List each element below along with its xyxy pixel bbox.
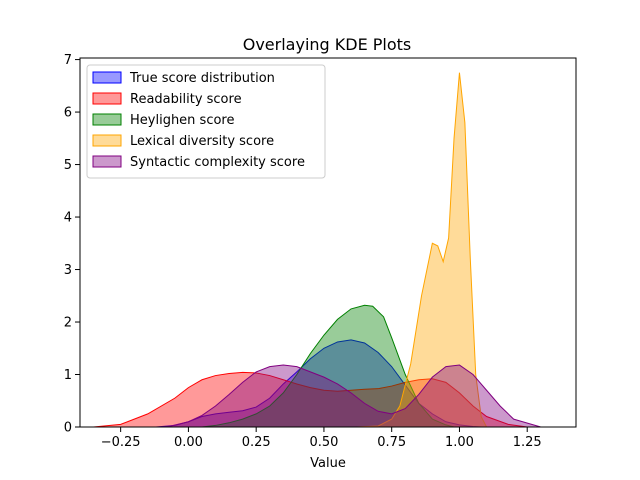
- legend-swatch-2: [92, 113, 122, 126]
- legend-label-4: Syntactic complexity score: [130, 155, 305, 170]
- legend-label-0: True score distribution: [129, 71, 275, 86]
- x-tick-label: 1.00: [445, 435, 474, 450]
- series-area-2: [201, 305, 455, 427]
- series-layer: [93, 72, 541, 428]
- legend-swatch-0: [92, 71, 122, 84]
- y-axis: 0 1 2 3 4 5 6 7: [64, 53, 80, 436]
- chart-title: Overlaying KDE Plots: [243, 35, 412, 54]
- x-axis: −0.25 0.00 0.25 0.50 0.75 1.00 1.25: [101, 427, 542, 450]
- y-tick-label: 3: [64, 263, 72, 278]
- x-tick-label: 0.75: [377, 435, 406, 450]
- x-tick-label: 0.00: [174, 435, 203, 450]
- legend: True score distribution Readability score…: [86, 64, 326, 179]
- series-area-1: [93, 372, 528, 427]
- y-tick-label: 0: [64, 421, 72, 436]
- legend-box: [86, 64, 326, 179]
- y-tick-label: 1: [64, 368, 72, 383]
- y-tick-label: 6: [64, 106, 72, 121]
- y-tick-label: 2: [64, 316, 72, 331]
- series-line-1: [93, 371, 528, 428]
- y-tick-label: 5: [64, 158, 72, 173]
- series-area-4: [166, 365, 541, 427]
- series-line-3: [356, 72, 488, 428]
- legend-swatch-4: [92, 155, 122, 168]
- x-tick-label: 0.25: [242, 435, 271, 450]
- legend-swatch-1: [92, 92, 122, 105]
- plot-frame: [79, 57, 577, 428]
- series-line-0: [155, 339, 482, 428]
- x-tick-label: −0.25: [101, 435, 141, 450]
- legend-label-1: Readability score: [130, 92, 242, 107]
- series-line-4: [166, 364, 541, 428]
- legend-swatch-3: [92, 134, 122, 147]
- x-tick-label: 0.50: [309, 435, 338, 450]
- y-tick-label: 4: [64, 211, 72, 226]
- legend-label-2: Heylighen score: [130, 113, 234, 128]
- legend-label-3: Lexical diversity score: [130, 134, 274, 149]
- series-area-3: [356, 72, 487, 427]
- y-tick-label: 7: [64, 53, 72, 68]
- x-tick-label: 1.25: [513, 435, 542, 450]
- x-axis-label: Value: [310, 456, 346, 471]
- series-line-2: [201, 304, 455, 428]
